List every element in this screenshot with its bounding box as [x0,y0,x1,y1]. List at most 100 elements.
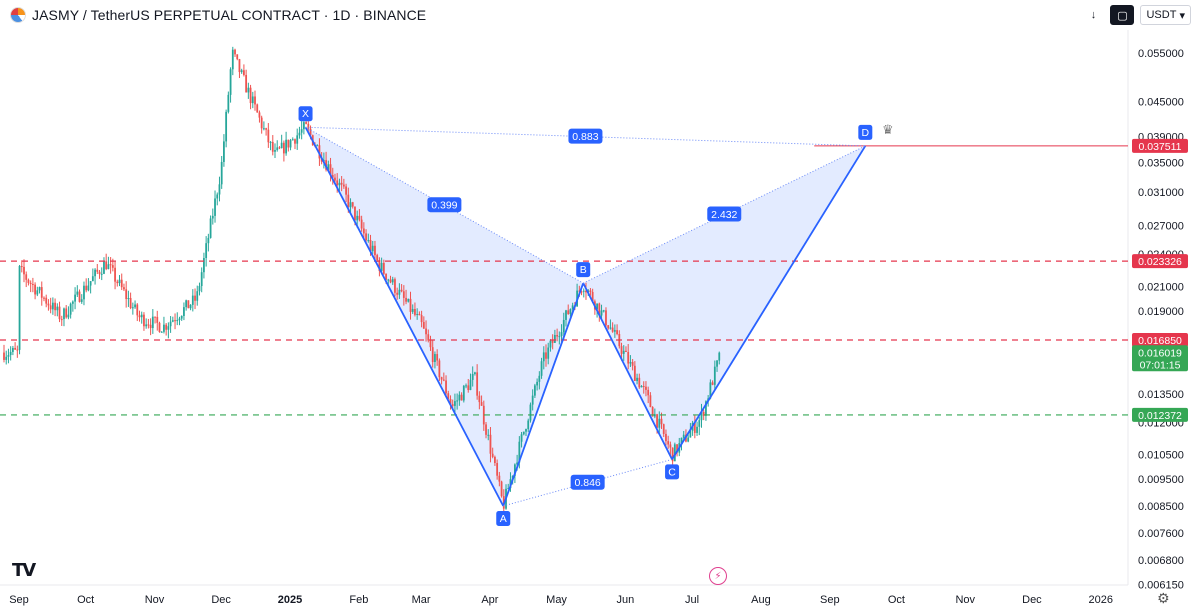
candle-body [545,352,547,359]
candle-body [673,444,676,462]
y-tick-label: 0.006150 [1138,580,1184,592]
candle-body [214,198,216,216]
candle-body [165,324,168,330]
candle-body [567,310,570,315]
candle-body [442,379,445,381]
candle-body [713,366,716,385]
candle-body [689,430,692,438]
candle-body [705,401,707,416]
candle-body [123,287,125,290]
candle-body [71,301,74,304]
download-icon[interactable]: ↓ [1082,6,1105,24]
gear-icon[interactable]: ⚙ [1157,590,1170,606]
ratio-badge [568,128,603,144]
lightning-icon[interactable]: ⚡ [709,567,727,585]
candle-body [538,375,541,382]
candle-body [429,340,432,348]
candle-body [105,261,108,270]
candle-body [169,321,172,327]
crown-icon: ♛ [882,122,894,137]
candle-body [180,315,183,319]
jasmy-logo-icon [10,7,26,23]
candle-body [216,194,219,199]
candle-body [327,164,330,170]
pattern-ratio-line-xd [305,126,866,147]
x-tick-label: Dec [1022,594,1042,606]
candle-body [340,182,343,185]
candle-body [598,303,601,316]
x-tick-label: Feb [349,594,368,606]
candle-body [667,441,670,445]
candle-body [31,283,34,285]
candle-body [582,290,585,292]
candle-body [114,267,116,282]
candle-body [34,284,36,295]
candle-body [389,279,392,283]
candle-body [578,290,581,292]
candle-body [225,111,228,142]
y-tick-label: 0.021000 [1138,282,1184,294]
candle-body [467,385,470,391]
countdown-label: 07:01:15 [1140,359,1181,371]
candle-body [498,475,501,482]
candle-body [47,303,50,306]
price-label-badge [1132,345,1188,372]
candle-body [334,177,336,181]
candle-body [387,279,390,281]
candle-body [145,324,148,327]
candle-body [425,328,427,335]
candle-body [687,437,690,442]
candle-body [302,122,305,130]
candle-body [85,285,88,291]
candle-body [265,128,268,130]
candle-body [605,310,607,326]
candle-body [78,291,81,302]
candle-body [83,285,85,300]
candle-body [76,291,79,295]
candle-body [571,305,574,310]
candle-body [254,96,256,105]
candle-body [469,379,472,391]
candle-body [633,365,636,382]
point-badge [298,106,313,122]
candle-body [709,382,712,399]
candle-body [507,488,510,490]
candle-body [380,263,383,271]
candle-body [276,147,279,151]
candle-body [40,287,43,298]
candle-body [63,308,65,320]
price-label-badge [1132,138,1188,153]
candle-body [520,434,523,442]
candle-body [300,129,303,133]
candle-body [240,70,243,73]
candle-body [49,305,52,310]
y-tick-label: 0.007600 [1138,528,1184,540]
candle-body [5,356,8,360]
price-label-value: 0.012372 [1138,410,1182,422]
currency-select[interactable]: USDT ▾ [1140,5,1191,25]
candle-body [642,385,645,387]
candle-body [176,320,179,322]
candle-body [29,282,32,284]
candle-body [500,481,503,497]
candle-body [533,385,536,396]
candle-body [220,161,223,185]
candle-body [234,49,236,55]
candle-body [116,281,119,284]
candle-body [616,330,618,335]
candle-body [585,290,587,293]
x-tick-label: Nov [145,594,165,606]
candle-body [682,434,685,438]
pattern-triangle-xab [305,127,584,506]
ratio-label: 0.399 [431,200,457,212]
candle-body [362,228,365,234]
ratio-label: 2.432 [711,209,737,221]
candle-body [89,281,92,286]
candle-body [129,298,132,309]
screenshot-icon[interactable]: ▢ [1110,5,1135,25]
candle-body [480,402,483,406]
candle-body [187,300,190,309]
candle-body [80,299,83,302]
tradingview-logo-icon: TV [12,560,36,581]
